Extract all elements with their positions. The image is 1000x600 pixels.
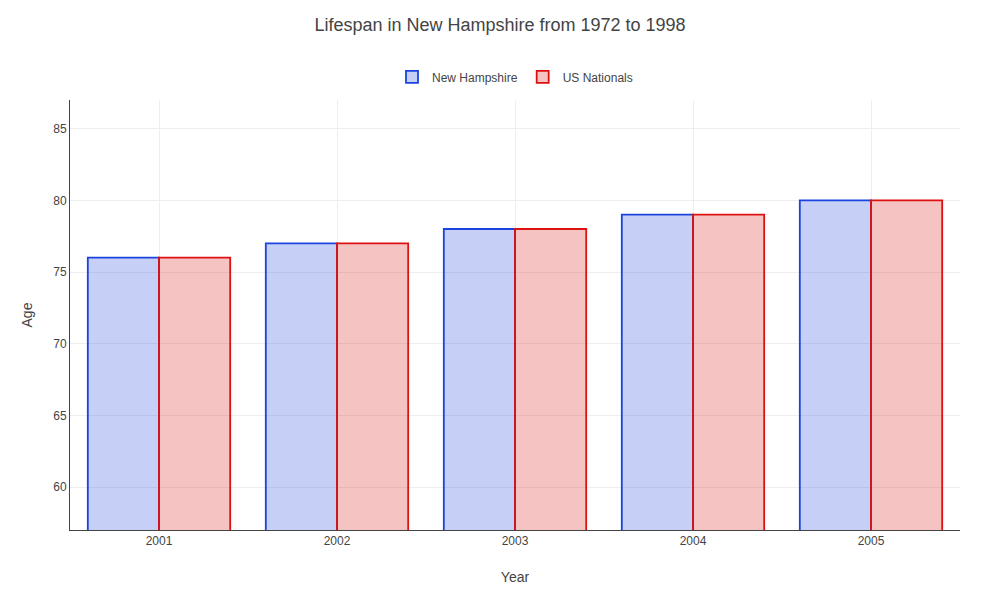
svg-text:Year: Year: [501, 569, 530, 585]
svg-text:New Hampshire: New Hampshire: [432, 71, 518, 85]
svg-text:2005: 2005: [858, 534, 885, 548]
svg-text:2004: 2004: [680, 534, 707, 548]
svg-text:85: 85: [53, 122, 67, 136]
svg-text:65: 65: [53, 409, 67, 423]
svg-text:Lifespan in New Hampshire from: Lifespan in New Hampshire from 1972 to 1…: [314, 15, 685, 35]
svg-text:Age: Age: [19, 302, 35, 327]
svg-text:70: 70: [53, 337, 67, 351]
svg-text:2003: 2003: [502, 534, 529, 548]
svg-text:US Nationals: US Nationals: [563, 71, 633, 85]
svg-text:80: 80: [53, 194, 67, 208]
svg-text:60: 60: [53, 480, 67, 494]
svg-text:75: 75: [53, 265, 67, 279]
svg-text:2002: 2002: [324, 534, 351, 548]
svg-text:2001: 2001: [146, 534, 173, 548]
